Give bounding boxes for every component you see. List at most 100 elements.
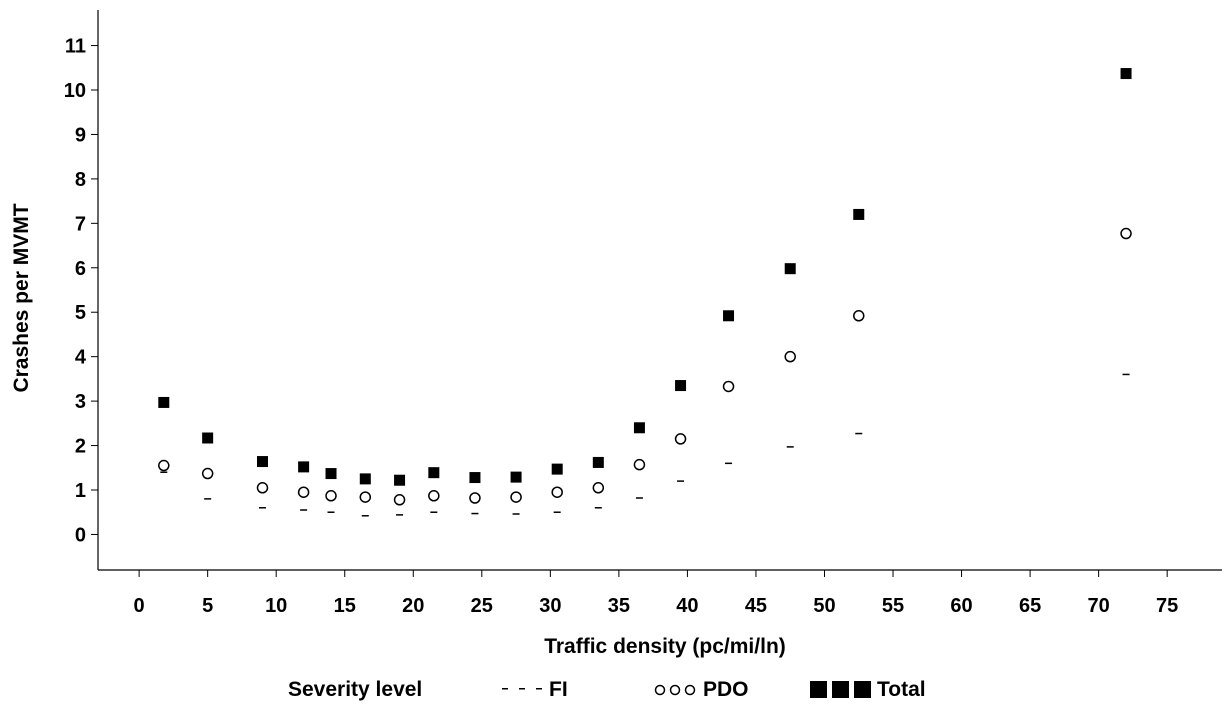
- x-tick-label: 30: [539, 595, 561, 617]
- pdo-point: [510, 491, 522, 503]
- total-point: [551, 463, 563, 475]
- x-tick-label: 50: [813, 595, 835, 617]
- x-tick-label: 0: [134, 595, 145, 617]
- legend-title: Severity level: [288, 678, 423, 701]
- total-point: [592, 456, 604, 468]
- x-tick-label: 40: [676, 595, 698, 617]
- legend-pdo-symbol: [650, 676, 706, 708]
- fi-point: [1122, 373, 1130, 376]
- pdo-point: [359, 491, 372, 503]
- pdo-point: [469, 492, 481, 504]
- pdo-point: [784, 350, 796, 363]
- fi-point: [677, 480, 685, 482]
- legend-fi-symbol: [500, 676, 548, 708]
- y-axis-ticks: 0 1 2 3 4 5 6 7 8 9 10 11: [64, 36, 98, 546]
- fi-point: [396, 514, 404, 516]
- x-tick-label: 45: [745, 595, 767, 617]
- total-point: [784, 263, 796, 275]
- series-pdo: [158, 227, 1132, 506]
- x-tick-label: 35: [608, 595, 630, 617]
- total-point: [510, 471, 522, 483]
- x-tick-label: 10: [265, 595, 287, 617]
- y-tick-label: 5: [75, 302, 86, 324]
- y-tick-label: 2: [75, 436, 86, 458]
- axes: [97, 10, 1222, 571]
- fi-point: [204, 498, 212, 500]
- x-tick-label: 60: [950, 595, 972, 617]
- x-tick-label: 55: [882, 595, 904, 617]
- pdo-point: [722, 380, 735, 393]
- total-point: [723, 310, 735, 322]
- total-point: [202, 432, 214, 444]
- legend-pdo-label: PDO: [703, 678, 749, 701]
- x-tick-label: 5: [202, 595, 213, 617]
- x-tick-label: 70: [1088, 595, 1110, 617]
- x-tick-label: 65: [1019, 595, 1041, 617]
- x-tick-label: 25: [471, 595, 493, 617]
- total-point: [853, 208, 865, 220]
- total-point: [428, 467, 440, 479]
- pdo-point: [428, 490, 440, 502]
- fi-point: [160, 471, 168, 473]
- y-tick-label: 0: [75, 524, 86, 546]
- y-tick-label: 8: [75, 169, 86, 191]
- total-point: [359, 473, 371, 485]
- series-fi: [160, 373, 1130, 517]
- pdo-point: [551, 486, 563, 498]
- pdo-point: [297, 486, 310, 498]
- fi-point: [327, 511, 335, 513]
- fi-point: [512, 513, 520, 515]
- pdo-point: [1120, 227, 1132, 240]
- x-axis-ticks: 0 5 10 15 20 25 30 35 40 45 50 55 60 65 70 75: [134, 570, 1178, 617]
- x-tick-label: 75: [1156, 595, 1178, 617]
- y-tick-label: 6: [75, 258, 86, 280]
- series-total: [158, 68, 1132, 486]
- fi-point: [553, 511, 561, 513]
- fi-point: [855, 432, 863, 435]
- pdo-point: [853, 310, 865, 322]
- x-axis-title: Traffic density (pc/mi/ln): [544, 635, 786, 658]
- fi-point: [635, 497, 643, 499]
- y-tick-label: 3: [75, 391, 86, 413]
- total-point: [633, 422, 645, 434]
- total-point: [325, 468, 337, 480]
- fi-point: [786, 446, 794, 448]
- pdo-point: [674, 433, 687, 445]
- total-point: [394, 474, 406, 486]
- chart: 0 5 10 15 20 25 30 35 40 45 50 55 60 65 70 75 012345678…: [10, 10, 1222, 658]
- total-point: [675, 380, 687, 392]
- fi-point: [361, 515, 369, 517]
- plot-area: [158, 68, 1132, 517]
- y-tick-label: 11: [65, 36, 86, 58]
- pdo-point: [158, 459, 170, 472]
- pdo-point: [325, 490, 337, 502]
- y-tick-label: 7: [75, 213, 86, 235]
- legend-total-symbol: [808, 676, 878, 708]
- y-tick-label: 10: [64, 80, 86, 102]
- pdo-point: [256, 482, 269, 494]
- legend-total-label: Total: [877, 678, 926, 701]
- y-tick-label: 4: [75, 347, 87, 369]
- fi-point: [471, 512, 479, 515]
- total-point: [1120, 68, 1132, 80]
- pdo-point: [201, 467, 214, 480]
- total-point: [298, 461, 310, 473]
- pdo-point: [633, 458, 646, 471]
- x-tick-label: 20: [402, 595, 424, 617]
- y-tick-label: 1: [75, 480, 86, 502]
- pdo-point: [393, 494, 406, 506]
- fi-point: [258, 507, 266, 509]
- legend-fi-label: FI: [549, 678, 568, 701]
- fi-point: [594, 507, 602, 509]
- fi-point: [300, 509, 308, 511]
- y-axis-title: Crashes per MVMT: [10, 203, 33, 392]
- fi-point: [725, 462, 733, 465]
- total-point: [158, 396, 170, 408]
- legend: Severity level FI PDO Total: [0, 676, 1225, 706]
- fi-point: [430, 511, 438, 513]
- total-point: [469, 472, 481, 484]
- pdo-point: [592, 482, 605, 494]
- x-tick-label: 15: [334, 595, 356, 617]
- y-tick-label: 9: [75, 124, 86, 146]
- total-point: [256, 456, 268, 468]
